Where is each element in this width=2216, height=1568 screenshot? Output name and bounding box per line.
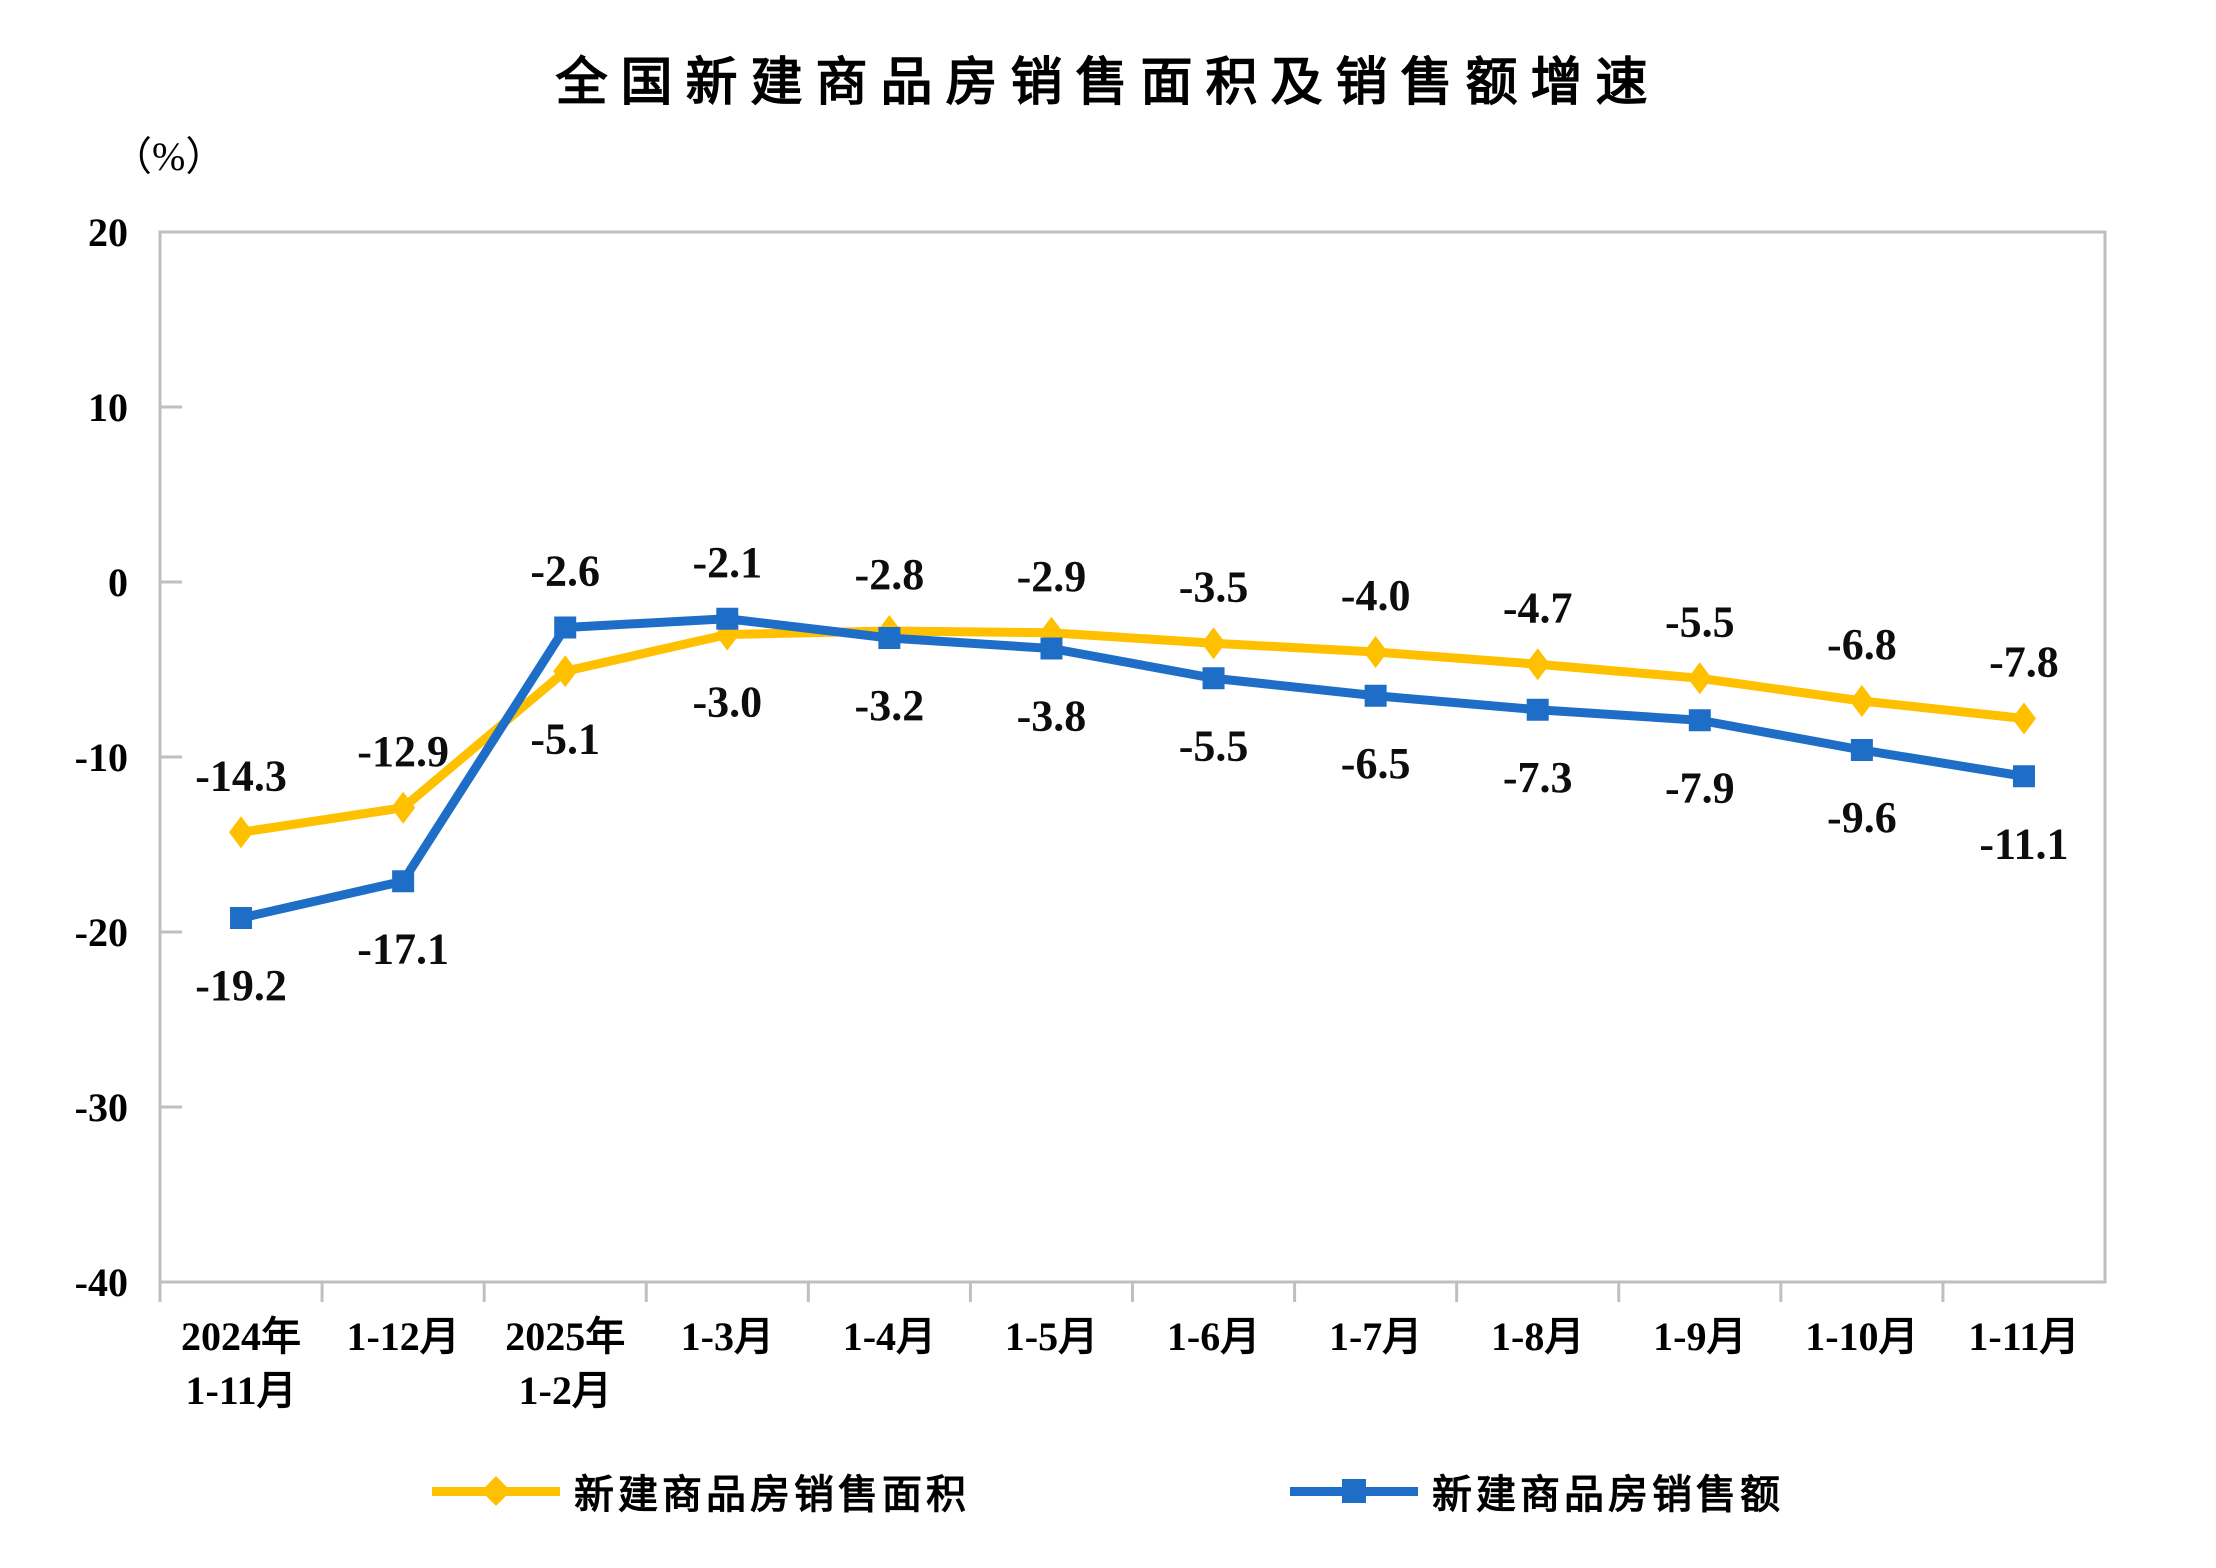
- marker-diamond-icon: [553, 655, 578, 688]
- data-label: -17.1: [357, 924, 449, 973]
- y-tick-label: 10: [88, 385, 128, 430]
- y-axis-unit-label: （%）: [112, 134, 226, 179]
- marker-square-icon: [1364, 684, 1387, 707]
- data-label: -14.3: [195, 751, 287, 800]
- data-label: -19.2: [195, 961, 287, 1010]
- x-tick-label: 1-4月: [843, 1314, 936, 1359]
- data-label: -3.5: [1179, 562, 1249, 611]
- series-line-sales-amount: [236, 614, 2029, 923]
- legend-item-sales-area: 新建商品房销售面积: [432, 1462, 970, 1520]
- data-label: -2.1: [692, 538, 762, 587]
- marker-square-icon: [392, 870, 415, 893]
- data-label: -3.8: [1017, 692, 1087, 741]
- data-label: -12.9: [357, 727, 449, 776]
- marker-diamond-icon: [2011, 702, 2036, 735]
- data-label: -3.2: [855, 681, 925, 730]
- legend: 新建商品房销售面积 新建商品房销售额: [0, 1462, 2216, 1520]
- data-label: -9.6: [1827, 793, 1897, 842]
- legend-label-sales-area: 新建商品房销售面积: [574, 1472, 970, 1517]
- x-tick-label: 1-3月: [681, 1314, 774, 1359]
- legend-line-area: [432, 1476, 560, 1506]
- data-label: -2.6: [530, 547, 600, 596]
- x-tick-label: 2024年: [181, 1314, 301, 1359]
- y-tick-label: -10: [75, 735, 128, 780]
- legend-diamond-icon: [481, 1476, 511, 1506]
- data-label: -2.9: [1017, 552, 1087, 601]
- marker-square-icon: [2012, 765, 2035, 788]
- data-label: -7.8: [1989, 638, 2059, 687]
- legend-square-icon: [1342, 1479, 1366, 1503]
- marker-square-icon: [716, 607, 739, 630]
- data-label: -7.9: [1665, 763, 1735, 812]
- marker-square-icon: [1040, 637, 1063, 660]
- x-tick-label: 1-11月: [185, 1368, 296, 1413]
- x-tick-label: 1-12月: [346, 1314, 459, 1359]
- marker-diamond-icon: [1687, 662, 1712, 695]
- marker-square-icon: [554, 616, 577, 639]
- y-tick-label: -30: [75, 1085, 128, 1130]
- marker-square-icon: [230, 907, 253, 929]
- data-label: -11.1: [1979, 819, 2068, 868]
- x-tick-label: 1-8月: [1491, 1314, 1584, 1359]
- y-tick-label: 0: [108, 560, 128, 605]
- marker-square-icon: [1688, 709, 1711, 732]
- data-label: -5.5: [1665, 597, 1735, 646]
- y-tick-label: -40: [75, 1260, 128, 1305]
- x-tick-label: 1-7月: [1329, 1314, 1422, 1359]
- data-label: -4.7: [1503, 583, 1573, 632]
- marker-diamond-icon: [391, 791, 416, 824]
- chart-title: 全国新建商品房销售面积及销售额增速: [555, 54, 1661, 112]
- marker-square-icon: [1202, 667, 1225, 690]
- data-label: -5.5: [1179, 721, 1249, 770]
- legend-item-sales-amount: 新建商品房销售额: [1290, 1462, 1784, 1520]
- x-tick-label: 1-9月: [1653, 1314, 1746, 1359]
- x-tick-label: 2025年: [505, 1314, 625, 1359]
- marker-diamond-icon: [1363, 636, 1388, 668]
- marker-diamond-icon: [1201, 627, 1226, 660]
- marker-diamond-icon: [1849, 685, 1874, 717]
- x-tick-label: 1-10月: [1805, 1314, 1918, 1359]
- data-label: -5.1: [530, 714, 600, 763]
- data-label: -6.8: [1827, 620, 1897, 669]
- y-tick-label: -20: [75, 910, 128, 955]
- marker-diamond-icon: [229, 816, 254, 849]
- marker-square-icon: [1850, 739, 1873, 761]
- data-label: -3.0: [692, 678, 762, 727]
- legend-line-amount: [1290, 1479, 1418, 1503]
- data-label: -6.5: [1341, 739, 1411, 788]
- plot-border: [158, 230, 2107, 1284]
- data-label: -7.3: [1503, 753, 1573, 802]
- data-label: -2.8: [855, 550, 925, 599]
- marker-square-icon: [1526, 698, 1549, 721]
- x-tick-label: 1-11月: [1968, 1314, 2079, 1359]
- x-tick-label: 1-6月: [1167, 1314, 1260, 1359]
- data-label: -4.0: [1341, 571, 1411, 620]
- x-tick-label: 1-2月: [519, 1368, 612, 1413]
- legend-label-sales-amount: 新建商品房销售额: [1432, 1472, 1784, 1517]
- marker-diamond-icon: [1525, 648, 1550, 681]
- marker-square-icon: [878, 627, 901, 649]
- series-line-sales-area: [236, 626, 2029, 837]
- y-tick-label: 20: [88, 210, 128, 255]
- x-tick-label: 1-5月: [1005, 1314, 1098, 1359]
